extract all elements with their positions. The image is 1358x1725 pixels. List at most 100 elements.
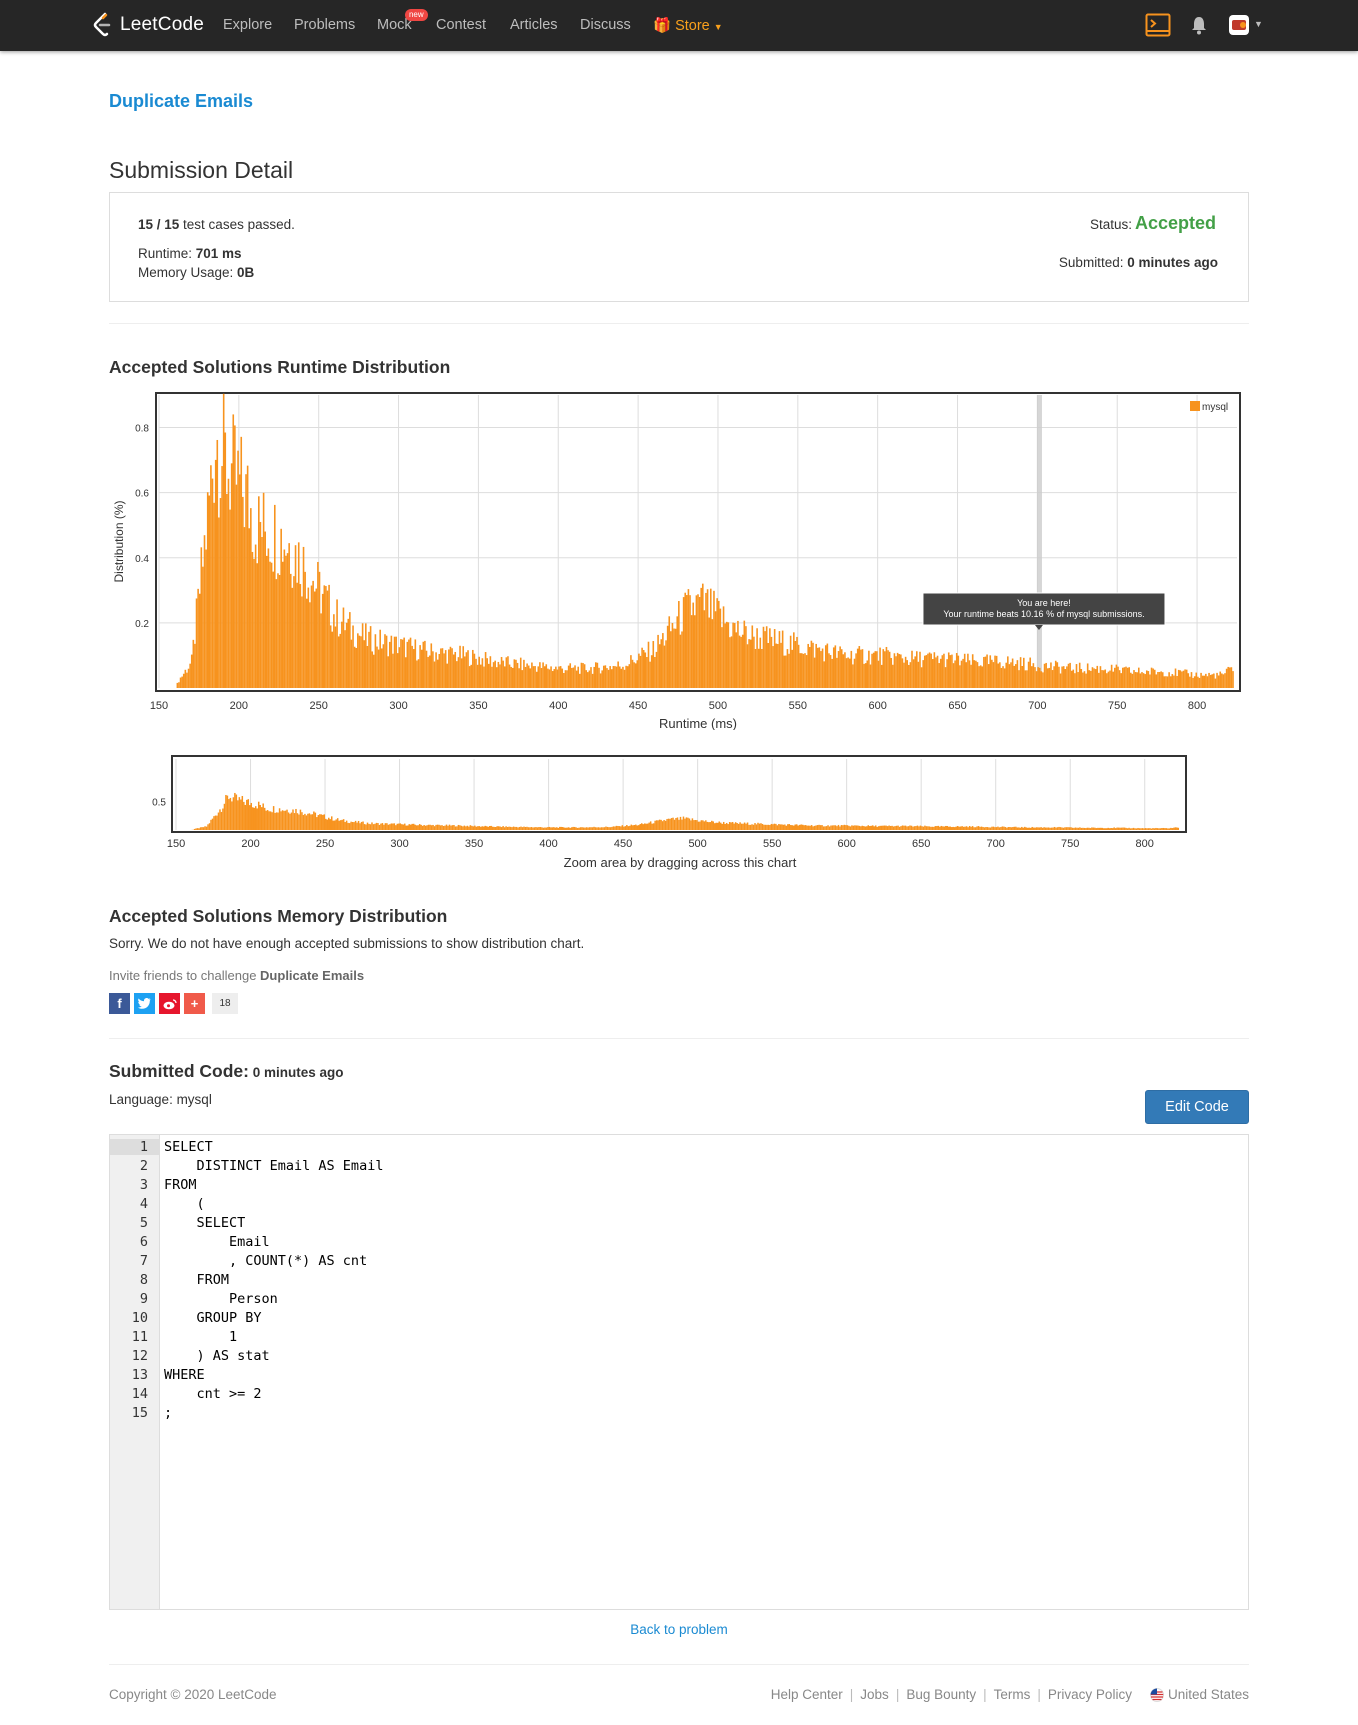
runtime-bar bbox=[510, 666, 512, 688]
navigator-bar bbox=[861, 825, 864, 830]
runtime-bar bbox=[628, 664, 631, 688]
footer-jobs[interactable]: Jobs bbox=[860, 1687, 889, 1702]
runtime-bar bbox=[561, 668, 564, 688]
footer-help-center[interactable]: Help Center bbox=[770, 1687, 843, 1702]
navigator-bar bbox=[1038, 827, 1041, 830]
runtime-bar bbox=[240, 436, 243, 688]
runtime-bar bbox=[446, 663, 449, 688]
runtime-bar bbox=[186, 672, 188, 688]
zoom-navigator-chart[interactable]: 150 200 250 300 350 400 450 500 550 600 650 700 750 8… bbox=[152, 755, 1190, 880]
runtime-bar bbox=[566, 670, 568, 688]
navigator-bar bbox=[193, 828, 196, 830]
runtime-bar bbox=[548, 669, 551, 688]
navigator-bar bbox=[781, 824, 783, 830]
runtime-bar bbox=[793, 632, 795, 688]
passed-suffix: test cases passed. bbox=[179, 217, 295, 232]
navigator-bar bbox=[839, 826, 841, 830]
runtime-bar bbox=[901, 658, 904, 688]
leetcode-logo[interactable]: LeetCode bbox=[92, 12, 204, 38]
runtime-bar bbox=[633, 662, 635, 688]
runtime-bar bbox=[495, 667, 498, 688]
navigator-bar bbox=[445, 824, 448, 830]
navigator-bar bbox=[398, 823, 400, 830]
navigator-bar bbox=[480, 826, 482, 830]
navigator-bar bbox=[1065, 827, 1068, 830]
navigator-bar bbox=[983, 827, 986, 830]
navigator-bar bbox=[307, 813, 309, 830]
runtime-bar bbox=[211, 478, 214, 688]
nav-explore[interactable]: Explore bbox=[223, 17, 273, 33]
runtime-bar bbox=[523, 659, 525, 688]
facebook-share-icon[interactable]: f bbox=[109, 993, 130, 1014]
footer-bug-bounty[interactable]: Bug Bounty bbox=[906, 1687, 977, 1702]
navigator-bar bbox=[730, 822, 732, 830]
back-to-problem-link[interactable]: Back to problem bbox=[630, 1622, 728, 1637]
navigator-bar bbox=[885, 825, 887, 830]
navigator-bar bbox=[1076, 827, 1078, 830]
runtime-distribution-chart[interactable]: 150 200 250 300 350 400 450 500 550 600 650 700 750 8… bbox=[109, 385, 1249, 730]
runtime-bar bbox=[673, 628, 675, 688]
code-viewer[interactable]: 1 SELECT 2 DISTINCT Email AS Email 3 FROM 4 (… bbox=[109, 1134, 1249, 1610]
navigator-bar bbox=[1058, 826, 1060, 830]
navigator-bar bbox=[556, 827, 558, 830]
runtime-bar bbox=[511, 667, 514, 688]
navigator-bar bbox=[257, 801, 260, 830]
navigator-bar bbox=[727, 824, 729, 830]
navigator-bar bbox=[775, 823, 777, 830]
navigator-bar bbox=[590, 827, 592, 830]
line-number: 6 bbox=[139, 1234, 148, 1250]
navigator-bar bbox=[368, 823, 370, 830]
navigator-bar bbox=[950, 827, 953, 830]
runtime-bar bbox=[326, 590, 329, 688]
nav-store[interactable]: 🎁 Store ▼ bbox=[653, 17, 723, 34]
twitter-share-icon[interactable] bbox=[134, 993, 155, 1014]
runtime-bar bbox=[914, 656, 916, 688]
runtime-bar bbox=[983, 656, 985, 688]
navigator-bar bbox=[724, 823, 726, 830]
footer-privacy-policy[interactable]: Privacy Policy bbox=[1047, 1687, 1132, 1702]
problem-title-link[interactable]: Duplicate Emails bbox=[109, 91, 254, 111]
navigator-bar bbox=[1104, 828, 1106, 830]
line-number: 10 bbox=[131, 1310, 148, 1326]
runtime-bar bbox=[634, 663, 637, 688]
navigator-bar bbox=[1092, 827, 1095, 830]
navigator-bar bbox=[1128, 827, 1130, 830]
navigator-bar bbox=[351, 821, 354, 830]
runtime-bar bbox=[740, 636, 742, 688]
bell-icon[interactable] bbox=[1190, 15, 1208, 35]
nav-discuss[interactable]: Discuss bbox=[580, 17, 631, 33]
playground-icon[interactable] bbox=[1145, 13, 1171, 37]
invite-text: Invite friends to challenge Duplicate Em… bbox=[109, 968, 364, 983]
footer-region[interactable]: United States bbox=[1167, 1687, 1249, 1702]
navigator-bar bbox=[488, 825, 491, 830]
nav-mock[interactable]: Mock new bbox=[377, 9, 428, 33]
nav-articles[interactable]: Articles bbox=[510, 17, 558, 33]
runtime-bar bbox=[708, 617, 710, 688]
navigator-bar bbox=[1043, 827, 1045, 830]
footer-terms[interactable]: Terms bbox=[993, 1687, 1031, 1702]
runtime-bar bbox=[1157, 672, 1159, 688]
more-share-icon[interactable]: + bbox=[184, 993, 205, 1014]
navigator-bar bbox=[988, 827, 990, 830]
runtime-bar bbox=[1099, 666, 1102, 688]
runtime-bar bbox=[234, 425, 236, 688]
nav-contest[interactable]: Contest bbox=[436, 17, 486, 33]
runtime-bar bbox=[866, 660, 869, 688]
avatar[interactable] bbox=[1228, 14, 1250, 36]
runtime-bar bbox=[808, 646, 811, 688]
navigator-bar bbox=[816, 825, 819, 830]
weibo-share-icon[interactable] bbox=[159, 993, 180, 1014]
runtime-bar bbox=[884, 651, 886, 688]
navigator-bar bbox=[895, 825, 898, 830]
navigator-bar bbox=[442, 826, 445, 830]
nav-problems[interactable]: Problems bbox=[294, 17, 356, 33]
navigator-bar bbox=[435, 824, 437, 830]
edit-code-button[interactable]: Edit Code bbox=[1145, 1090, 1249, 1124]
navigator-bar bbox=[216, 815, 218, 830]
navigator-bar bbox=[1016, 827, 1019, 830]
runtime-bar bbox=[1074, 673, 1076, 688]
runtime-bar bbox=[515, 659, 517, 688]
avatar-caret-icon[interactable]: ▼ bbox=[1254, 19, 1263, 29]
navigator-bar bbox=[572, 826, 574, 830]
runtime-bar bbox=[555, 666, 557, 688]
